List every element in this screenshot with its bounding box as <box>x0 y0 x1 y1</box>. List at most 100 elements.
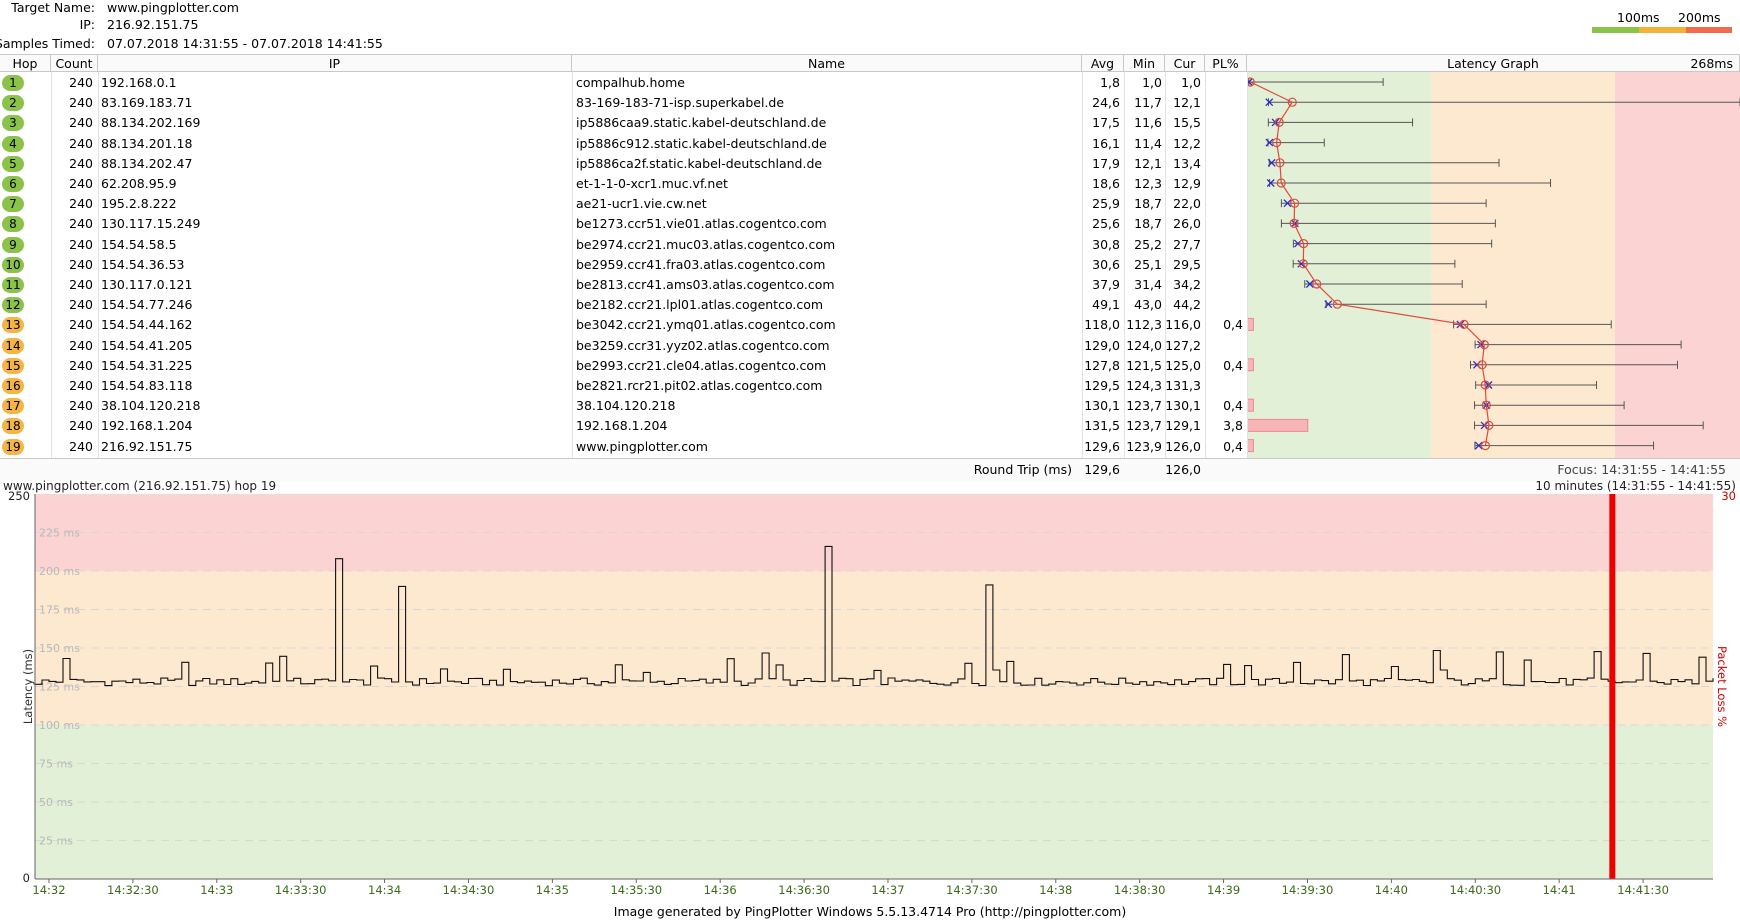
hop-ip: 154.54.58.5 <box>101 236 177 252</box>
hop-packet-loss <box>1205 194 1243 214</box>
legend-100ms-label: 100ms <box>1617 10 1660 25</box>
hop-row[interactable]: 12 240 154.54.77.246 be2182.ccr21.lpl01.atl… <box>0 295 1246 315</box>
column-separator <box>1247 72 1248 458</box>
latency-cur-marker <box>1266 179 1275 187</box>
hop-row[interactable]: 9 240 154.54.58.5 be2974.ccr21.muc03.atlas.… <box>0 235 1246 255</box>
hop-row[interactable]: 5 240 88.134.202.47 ip5886ca2f.static.kabel… <box>0 154 1246 174</box>
hop-ip: 38.104.120.218 <box>101 398 201 414</box>
hop-count: 240 <box>69 95 93 111</box>
time-graph-svg: www.pingplotter.com (216.92.151.75) hop … <box>3 479 1736 897</box>
latency-avg-marker <box>1332 299 1342 309</box>
hop-row[interactable]: 3 240 88.134.202.169 ip5886caa9.static.kabe… <box>0 113 1246 133</box>
hop-ip: 130.117.15.249 <box>101 216 201 232</box>
hop-row[interactable]: 6 240 62.208.95.9 et-1-1-0-xcr1.muc.vf.net 1… <box>0 174 1246 194</box>
latency-avg-marker <box>1289 218 1299 228</box>
hop-count: 240 <box>69 75 93 90</box>
hop-cur: 29,5 <box>1173 256 1201 272</box>
hop-packet-loss: 0,4 <box>1223 438 1243 454</box>
packet-loss-bar <box>1246 418 1309 432</box>
x-tick-label: 14:35 <box>536 883 569 897</box>
latency-cur-marker <box>1477 340 1485 349</box>
hop-cur: 22,0 <box>1173 196 1201 212</box>
latency-avg-marker <box>1299 239 1309 249</box>
latency-avg-marker <box>1459 319 1469 329</box>
col-header-cur[interactable]: Cur <box>1165 54 1205 72</box>
hop-row[interactable]: 19 240 216.92.151.75 www.pingplotter.com 129… <box>0 437 1246 457</box>
hop-min: 124,0 <box>1126 337 1162 353</box>
hop-row[interactable]: 4 240 88.134.201.18 ip5886c912.static.kabel… <box>0 134 1246 154</box>
hop-status-badge: 15 <box>2 357 24 374</box>
legend-green-swatch <box>1592 27 1639 33</box>
hop-row[interactable]: 1 240 192.168.0.1 compalhub.home 1,8 1,0 1,0 <box>0 73 1246 93</box>
hop-count: 240 <box>69 277 93 292</box>
latency-avg-marker <box>1274 117 1284 128</box>
hop-min: 121,5 <box>1126 357 1162 373</box>
hop-count: 240 <box>69 438 93 454</box>
graph-zone-green <box>1247 72 1431 458</box>
hop-ip: 88.134.201.18 <box>101 135 193 151</box>
hop-row[interactable]: 2 240 83.169.183.71 83-169-183-71-isp.super… <box>0 93 1246 113</box>
latency-avg-marker <box>1484 420 1494 430</box>
x-tick-label: 14:39:30 <box>1282 883 1334 897</box>
hop-row[interactable]: 13 240 154.54.44.162 be3042.ccr21.ymq01.atl… <box>0 315 1246 335</box>
col-header-avg[interactable]: Avg <box>1082 54 1124 72</box>
hop-avg: 129,0 <box>1084 337 1120 353</box>
hop-cur: 127,2 <box>1165 337 1201 353</box>
col-header-name[interactable]: Name <box>572 54 1082 72</box>
hop-status-badge: 7 <box>2 196 24 213</box>
col-header-ip[interactable]: IP <box>98 54 572 72</box>
latency-avg-marker <box>1272 137 1282 148</box>
x-tick-label: 14:41 <box>1543 883 1576 897</box>
hop-ip: 216.92.151.75 <box>101 438 193 454</box>
hop-row[interactable]: 18 240 192.168.1.204 192.168.1.204 131,5 123,… <box>0 416 1246 436</box>
trace-table: Hop Count IP Name Avg Min Cur PL% Latenc… <box>0 54 1740 458</box>
x-tick-label: 14:40:30 <box>1449 883 1501 897</box>
hop-name: 38.104.120.218 <box>576 398 676 414</box>
latency-graph-svg <box>1244 72 1740 458</box>
x-tick-label: 14:39 <box>1207 883 1240 897</box>
hop-avg: 25,6 <box>1092 216 1120 232</box>
graph-title: www.pingplotter.com (216.92.151.75) hop … <box>3 479 276 493</box>
hop-name: compalhub.home <box>576 75 685 90</box>
hop-packet-loss <box>1205 336 1243 356</box>
col-header-hop[interactable]: Hop <box>0 54 51 72</box>
x-tick-label: 14:36 <box>704 883 737 897</box>
hop-min: 25,1 <box>1134 256 1162 272</box>
hop-avg: 127,8 <box>1084 357 1120 373</box>
column-separator <box>1124 72 1125 458</box>
column-separator <box>51 72 52 458</box>
col-header-min[interactable]: Min <box>1124 54 1165 72</box>
hop-packet-loss: 0,4 <box>1223 398 1243 414</box>
col-header-pl[interactable]: PL% <box>1205 54 1247 72</box>
hop-count: 240 <box>69 357 93 373</box>
hop-row[interactable]: 10 240 154.54.36.53 be2959.ccr41.fra03.atla… <box>0 255 1246 275</box>
hop-min: 31,4 <box>1134 277 1162 292</box>
col-header-count[interactable]: Count <box>51 54 98 72</box>
target-name-label: Target Name: <box>11 0 95 15</box>
round-trip-summary: Round Trip (ms) 129,6 126,0 Focus: 14:31… <box>0 458 1740 481</box>
hop-count: 240 <box>69 176 93 191</box>
hop-cur: 130,1 <box>1165 398 1201 414</box>
hop-row[interactable]: 14 240 154.54.41.205 be3259.ccr31.yyz02.atl… <box>0 336 1246 356</box>
hop-status-badge: 19 <box>2 438 24 455</box>
hop-cur: 1,0 <box>1181 75 1201 90</box>
hop-row[interactable]: 15 240 154.54.31.225 be2993.ccr21.cle04.atl… <box>0 356 1246 376</box>
hop-row[interactable]: 11 240 130.117.0.121 be2813.ccr41.ams03.atl… <box>0 275 1246 295</box>
x-tick-label: 14:34 <box>368 883 401 897</box>
hop-row[interactable]: 16 240 154.54.83.118 be2821.rcr21.pit02.atl… <box>0 376 1246 396</box>
hop-status-badge: 16 <box>2 378 24 394</box>
hop-avg: 30,6 <box>1092 256 1120 272</box>
graph-time-span: 10 minutes (14:31:55 - 14:41:55) <box>1535 479 1736 493</box>
target-name-value: www.pingplotter.com <box>107 0 239 15</box>
hop-row[interactable]: 17 240 38.104.120.218 38.104.120.218 130,1 12… <box>0 396 1246 416</box>
hop-packet-loss <box>1205 174 1243 194</box>
hop-row[interactable]: 7 240 195.2.8.222 ae21-ucr1.vie.cw.net 25,9 1… <box>0 194 1246 214</box>
hop-row[interactable]: 8 240 130.117.15.249 be1273.ccr51.vie01.atl… <box>0 214 1246 234</box>
hop-name: be1273.ccr51.vie01.atlas.cogentco.com <box>576 216 827 232</box>
y-tick-label: 150 ms <box>39 642 80 655</box>
hop-status-badge: 11 <box>2 277 24 293</box>
latency-avg-marker <box>1245 77 1255 87</box>
round-trip-avg: 129,6 <box>1084 462 1120 477</box>
hop-status-badge: 18 <box>2 418 24 435</box>
col-header-latency-graph[interactable]: Latency Graph 268ms <box>1247 54 1740 72</box>
